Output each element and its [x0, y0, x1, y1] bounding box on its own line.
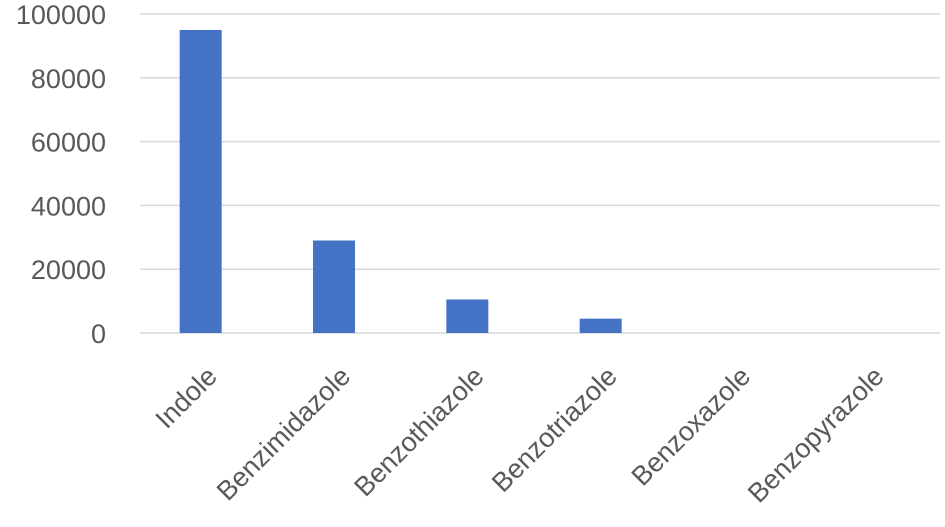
x-tick-label: Benzotriazole: [486, 361, 623, 498]
y-tick-label: 20000: [31, 255, 106, 285]
y-tick-label: 60000: [31, 128, 106, 158]
x-tick-label: Benzoxazole: [626, 361, 757, 492]
y-tick-label: 80000: [31, 64, 106, 94]
x-tick-label: Benzothiazole: [348, 361, 489, 502]
bar-benzotriazole: [579, 318, 622, 333]
y-tick-label: 0: [91, 319, 106, 349]
y-tick-label: 100000: [16, 0, 106, 30]
x-tick-label: Indole: [150, 361, 223, 434]
y-tick-label: 40000: [31, 191, 106, 221]
x-tick-label: Benzopyrazole: [742, 361, 890, 509]
bar-indole: [179, 29, 222, 333]
x-tick-label: Benzimidazole: [211, 361, 356, 506]
bar-benzimidazole: [313, 240, 355, 333]
bar-benzothiazole: [446, 299, 489, 333]
